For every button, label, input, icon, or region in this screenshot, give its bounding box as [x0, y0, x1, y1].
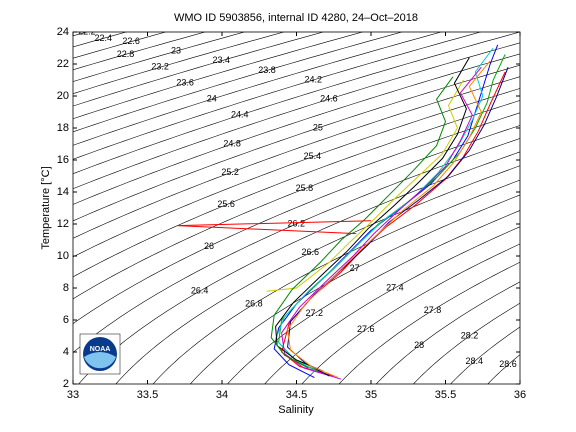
contour-label: 26.8 — [245, 298, 263, 308]
contour-label: 24 — [207, 94, 217, 104]
x-tick-label: 35 — [365, 389, 377, 401]
contour-label: 22.2 — [78, 26, 96, 36]
profile-line — [270, 76, 454, 369]
density-contour — [73, 112, 520, 300]
x-tick-label: 36 — [514, 389, 526, 401]
density-contour — [73, 32, 443, 146]
density-contour — [73, 32, 520, 175]
density-contour — [73, 42, 520, 190]
density-contour — [73, 32, 482, 160]
contour-label: 23.8 — [258, 65, 276, 75]
contour-label: 27.6 — [357, 324, 375, 334]
density-contour — [73, 32, 404, 133]
density-contour — [152, 179, 520, 384]
density-contour — [73, 32, 285, 94]
y-tick-label: 6 — [63, 314, 69, 326]
density-contour — [73, 53, 520, 205]
y-tick-label: 22 — [57, 58, 69, 70]
y-tick-label: 20 — [57, 90, 69, 102]
contour-label: 25.8 — [296, 183, 314, 193]
density-contour — [375, 281, 520, 384]
contour-label: 25.4 — [304, 151, 322, 161]
contour-label: 25.2 — [221, 167, 239, 177]
y-tick-label: 2 — [63, 378, 69, 390]
density-contour — [189, 194, 520, 384]
density-contour — [73, 76, 520, 239]
contour-label: 28 — [414, 340, 424, 350]
y-tick-label: 10 — [57, 250, 69, 262]
contour-label: 22.8 — [117, 49, 135, 59]
contour-label: 23 — [171, 46, 181, 56]
y-tick-label: 24 — [57, 26, 69, 38]
profile-line — [275, 57, 470, 372]
y-tick-label: 8 — [63, 282, 69, 294]
x-tick-label: 34 — [216, 389, 228, 401]
contour-label: 24.6 — [320, 94, 338, 104]
contour-label: 26.6 — [302, 247, 320, 257]
density-contour — [78, 151, 520, 384]
density-contour — [450, 326, 520, 384]
x-tick-label: 33 — [67, 389, 79, 401]
x-axis-label: Salinity — [278, 404, 314, 416]
density-contour — [301, 243, 520, 384]
contour-label: 25.6 — [217, 199, 235, 209]
logo: NOAA — [79, 333, 121, 375]
contour-label: 27 — [350, 263, 360, 273]
contour-label: 22.6 — [122, 36, 140, 46]
y-axis-label: Temperature [°C] — [40, 166, 52, 249]
profile-line — [281, 66, 482, 380]
density-contour — [73, 32, 325, 107]
y-tick-label: 12 — [57, 218, 69, 230]
contour-label: 24.4 — [231, 110, 249, 120]
contour-label: 27.2 — [305, 308, 323, 318]
profile-line — [278, 54, 506, 375]
logo-wave — [84, 352, 116, 369]
contour-label: 26.4 — [191, 286, 209, 296]
density-contour — [412, 302, 520, 384]
chart-title: WMO ID 5903856, internal ID 4280, 24–Oct… — [174, 12, 418, 24]
density-contour — [73, 88, 520, 258]
profile-line — [275, 47, 494, 374]
contour-label: 24.2 — [304, 74, 322, 84]
profile-line — [177, 220, 372, 235]
density-contour — [73, 125, 520, 324]
density-contour — [73, 100, 520, 278]
x-tick-label: 33.5 — [137, 389, 158, 401]
density-contour — [73, 64, 520, 222]
density-contour — [264, 226, 520, 384]
contour-label: 26.2 — [287, 218, 305, 228]
profiles — [177, 44, 509, 380]
x-tick-label: 35.5 — [435, 389, 456, 401]
contour-label: 27.4 — [386, 282, 404, 292]
contour-label: 25 — [313, 122, 323, 132]
y-tick-label: 18 — [57, 122, 69, 134]
y-tick-label: 14 — [57, 186, 69, 198]
y-tick-label: 16 — [57, 154, 69, 166]
density-contour — [73, 32, 364, 120]
contour-label: 22.4 — [94, 33, 112, 43]
contour-label: 26 — [204, 241, 214, 251]
contour-label: 27.8 — [424, 305, 442, 315]
contour-label: 23.6 — [176, 78, 194, 88]
logo-text: NOAA — [90, 346, 111, 353]
contour-label: 23.2 — [151, 62, 169, 72]
profile-line — [287, 60, 491, 379]
contour-label: 24.8 — [223, 138, 241, 148]
contour-label: 28.6 — [499, 359, 517, 369]
contour-label: 28.2 — [461, 330, 479, 340]
contour-label: 23.4 — [212, 55, 230, 65]
profile-line — [266, 79, 464, 292]
density-contour — [73, 32, 246, 82]
contour-label: 28.4 — [466, 356, 484, 366]
density-contour — [338, 261, 520, 384]
x-tick-label: 34.5 — [286, 389, 307, 401]
y-tick-label: 4 — [63, 346, 69, 358]
